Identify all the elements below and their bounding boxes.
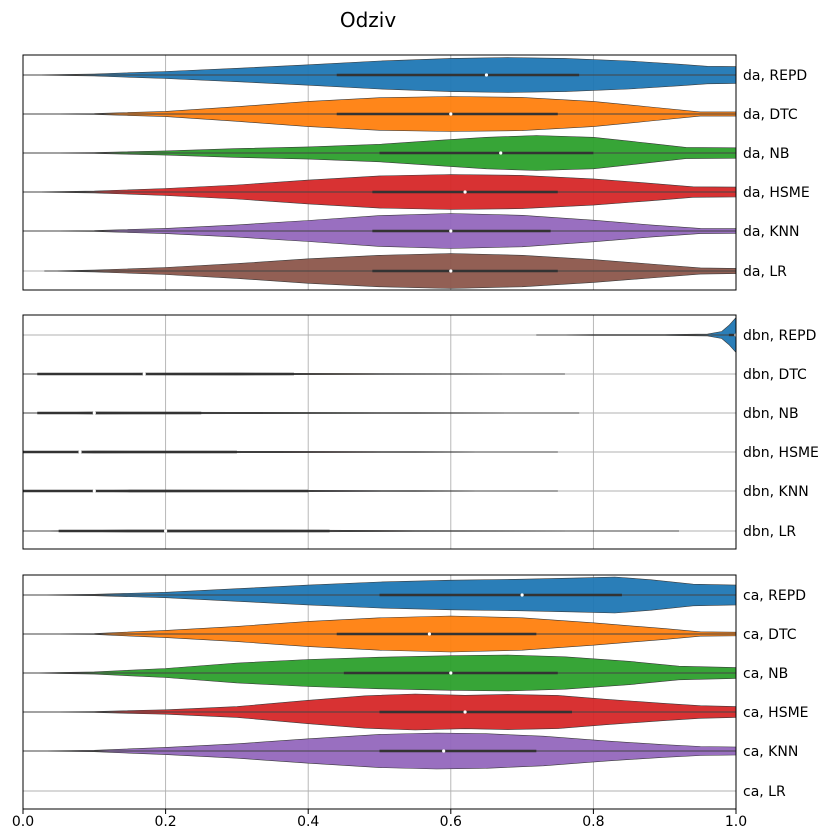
row-label: ca, LR xyxy=(743,784,786,800)
violin-median xyxy=(427,632,432,636)
panel-da: da, REPD da, DTC da, NB da, HSME da, KNN da, … xyxy=(22,54,810,291)
violin-median xyxy=(484,73,489,77)
violin-median xyxy=(442,749,446,753)
row-label: ca, REPD xyxy=(743,588,806,604)
x-tick-label: 0.4 xyxy=(297,814,319,830)
x-tick-label: 0.8 xyxy=(582,814,604,830)
row-label: ca, NB xyxy=(743,666,788,682)
x-tick-label: 0.2 xyxy=(154,814,176,830)
row-label: dbn, KNN xyxy=(743,484,809,500)
x-tick-label: 1.0 xyxy=(725,814,747,830)
violin-median xyxy=(449,229,453,233)
row-label: ca, KNN xyxy=(743,744,798,760)
violin-median xyxy=(92,411,96,415)
violin-median xyxy=(520,593,524,597)
row-label: dbn, NB xyxy=(743,406,799,422)
row-label: dbn, LR xyxy=(743,524,796,540)
violin-median xyxy=(449,671,453,675)
row-label: ca, DTC xyxy=(743,627,797,643)
row-label: da, HSME xyxy=(743,185,810,201)
x-tick-label: 0.6 xyxy=(440,814,462,830)
panel-ca: ca, REPD ca, DTC ca, NB ca, HSME ca, KNN ca, … xyxy=(22,574,809,810)
violin-median xyxy=(449,269,453,273)
row-label: da, NB xyxy=(743,146,789,162)
row-label: da, DTC xyxy=(743,107,798,123)
row-label: da, LR xyxy=(743,264,787,280)
panel-frame xyxy=(22,574,737,810)
violin-median xyxy=(449,112,453,116)
row-label: dbn, HSME xyxy=(743,445,819,461)
panel-dbn: dbn, REPD dbn, DTC dbn, NB dbn, HSME dbn, KN… xyxy=(22,314,819,550)
violin-median xyxy=(164,529,168,533)
chart-title: Odziv xyxy=(340,8,396,32)
violin-median xyxy=(92,489,96,493)
x-tick-label: 0.0 xyxy=(12,814,34,830)
row-label: dbn, REPD xyxy=(743,328,816,344)
violin-median xyxy=(78,450,82,454)
row-label: da, REPD xyxy=(743,68,807,84)
row-label: da, KNN xyxy=(743,224,800,240)
panel-frame xyxy=(22,54,737,291)
panel-frame xyxy=(22,314,737,550)
row-label: ca, HSME xyxy=(743,705,809,721)
violin-median xyxy=(463,190,467,194)
row-label: dbn, DTC xyxy=(743,367,807,383)
violin-median xyxy=(499,151,503,155)
violin-median xyxy=(142,372,146,376)
violin-median xyxy=(463,710,467,714)
